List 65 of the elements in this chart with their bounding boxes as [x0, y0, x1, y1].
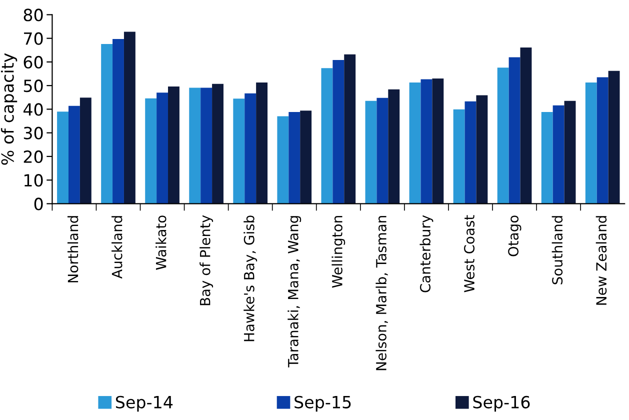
bar	[552, 105, 564, 204]
x-tick-label: Northland	[68, 216, 78, 282]
y-tick-label: 40	[23, 103, 43, 116]
bar	[344, 54, 356, 204]
legend-label: Sep-15	[294, 396, 351, 412]
bar	[124, 32, 136, 204]
y-tick-label: 80	[24, 8, 43, 22]
bar	[145, 98, 157, 204]
y-tick-label: 30	[24, 126, 43, 140]
bar	[585, 82, 597, 204]
bar	[365, 100, 377, 204]
x-tick-label: Wellington	[332, 216, 346, 288]
bar	[200, 88, 212, 204]
bar	[388, 89, 400, 204]
bar	[212, 84, 224, 204]
x-tick-label: Hawke's Bay, Gisb	[244, 216, 258, 342]
bar	[288, 112, 300, 204]
bar	[376, 98, 388, 204]
bar	[453, 109, 465, 204]
x-tick-label: Bay of Plenty	[200, 215, 214, 306]
bar	[420, 79, 432, 204]
y-tick-label: 20	[24, 150, 43, 164]
bar	[321, 68, 333, 204]
x-tick-label: Nelson, Marlb, Tasman	[376, 216, 388, 370]
y-tick-label: 10	[24, 174, 43, 187]
bar	[80, 98, 92, 204]
bar	[476, 95, 488, 204]
bar	[256, 82, 268, 204]
bar	[277, 116, 289, 204]
bar	[112, 39, 124, 204]
legend-label: Sep-14	[116, 396, 173, 412]
bar	[608, 70, 620, 204]
y-tick-label: 70	[24, 32, 43, 45]
bar	[332, 60, 344, 204]
bar	[497, 68, 509, 204]
y-tick-label: 0	[34, 198, 43, 210]
bar	[300, 110, 312, 204]
x-tick-label: Southland	[552, 216, 563, 284]
bar	[168, 86, 180, 204]
x-tick-label: Taranaki, Mana, Wang	[288, 216, 302, 368]
bar	[464, 101, 476, 204]
bar	[596, 77, 608, 204]
y-tick-label: 60	[24, 56, 43, 69]
y-axis-title: % of capacity	[0, 53, 18, 165]
bar	[520, 48, 532, 204]
legend-label: Sep-16	[473, 396, 530, 412]
bar	[57, 112, 68, 204]
bar	[432, 78, 444, 204]
x-tick-label: Auckland	[112, 216, 122, 279]
bar	[409, 82, 421, 204]
x-tick-label: Otago	[508, 216, 522, 256]
x-tick-label: West Coast	[464, 215, 475, 292]
bar	[244, 93, 256, 204]
y-tick-label: 50	[24, 80, 43, 92]
bar	[508, 57, 520, 204]
bar	[189, 88, 201, 204]
bar	[541, 112, 553, 204]
bar	[68, 106, 80, 204]
bar	[564, 100, 576, 204]
x-tick-label: Waikato	[156, 216, 166, 270]
bar	[101, 44, 113, 204]
x-tick-label: New Zealand	[596, 216, 607, 305]
bar	[156, 92, 168, 204]
bar	[233, 98, 245, 204]
x-tick-label: Canterbury	[420, 215, 434, 292]
